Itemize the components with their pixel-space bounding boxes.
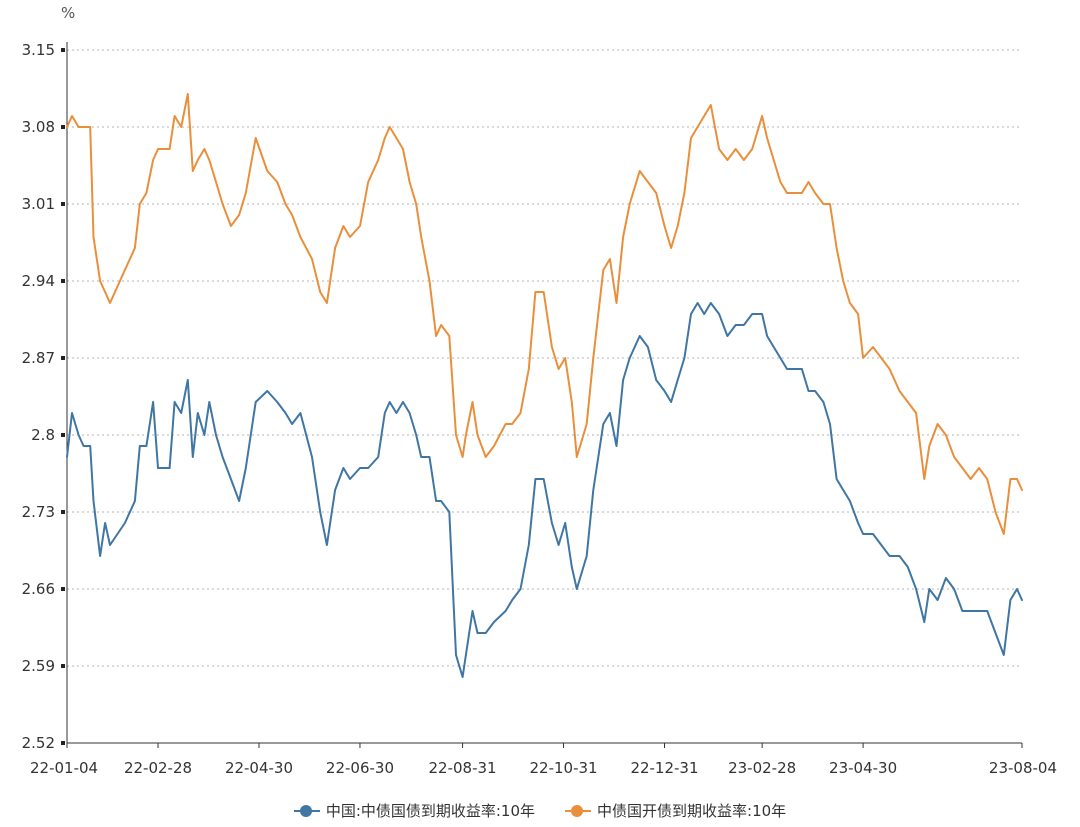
- y-tick-label: 2.94: [22, 272, 55, 290]
- x-tick-label: 23-04-30: [829, 759, 897, 777]
- y-tick-mark: [61, 433, 65, 437]
- x-axis-ticks: 22-01-04 22-02-28 22-04-30 22-06-30 22-08-31…: [30, 743, 1057, 777]
- gridlines: [67, 49, 1022, 667]
- axes: [66, 42, 1022, 744]
- legend-dot-marker: [571, 804, 584, 817]
- y-tick-label: 2.59: [22, 657, 55, 675]
- y-tick-label: 2.66: [22, 580, 55, 598]
- series-line-2: [66, 93, 1023, 535]
- x-tick-label: 22-02-28: [124, 759, 192, 777]
- y-tick-mark: [61, 510, 65, 514]
- y-tick-mark: [61, 279, 65, 283]
- y-axis-unit-label: %: [61, 4, 75, 22]
- y-tick-label: 2.52: [22, 734, 55, 752]
- legend-item-series-1[interactable]: 中国:中债国债到期收益率:10年: [293, 800, 536, 821]
- y-tick-mark: [61, 664, 65, 668]
- y-tick-mark: [61, 356, 65, 360]
- x-tick-label: 22-08-31: [429, 759, 497, 777]
- y-axis-ticks: 3.15 3.08 3.01 2.94 2.87 2.8 2.73 2.66 2.59 2.52: [22, 41, 65, 752]
- legend-swatch-series-2: [565, 804, 592, 817]
- x-tick-label: 22-01-04: [30, 759, 98, 777]
- legend-dot-marker: [299, 804, 312, 817]
- legend-swatch-series-1: [293, 804, 320, 817]
- y-tick-mark: [61, 587, 65, 591]
- y-tick-label: 3.01: [22, 195, 55, 213]
- chart-legend: 中国:中债国债到期收益率:10年 中债国开债到期收益率:10年: [0, 800, 1080, 821]
- x-tick-label: 23-02-28: [728, 759, 796, 777]
- x-tick-label: 22-12-31: [630, 759, 698, 777]
- legend-item-series-2[interactable]: 中债国开债到期收益率:10年: [565, 800, 786, 821]
- y-tick-label: 2.87: [22, 349, 55, 367]
- y-tick-mark: [61, 125, 65, 129]
- y-tick-label: 2.73: [22, 503, 55, 521]
- y-tick-label: 3.08: [22, 118, 55, 136]
- y-tick-label: 2.8: [31, 426, 55, 444]
- series-line-1: [66, 302, 1023, 678]
- legend-label-series-2: 中债国开债到期收益率:10年: [597, 802, 787, 820]
- y-tick-mark: [61, 202, 65, 206]
- y-tick-mark: [61, 741, 65, 745]
- legend-label-series-1: 中国:中债国债到期收益率:10年: [325, 802, 536, 820]
- x-tick-label: 23-08-04: [989, 759, 1057, 777]
- x-tick-label: 22-06-30: [326, 759, 394, 777]
- x-tick-label: 22-10-31: [529, 759, 597, 777]
- y-tick-label: 3.15: [22, 41, 55, 59]
- series-lines: [66, 93, 1023, 678]
- y-tick-mark: [61, 48, 65, 52]
- x-tick-label: 22-04-30: [225, 759, 293, 777]
